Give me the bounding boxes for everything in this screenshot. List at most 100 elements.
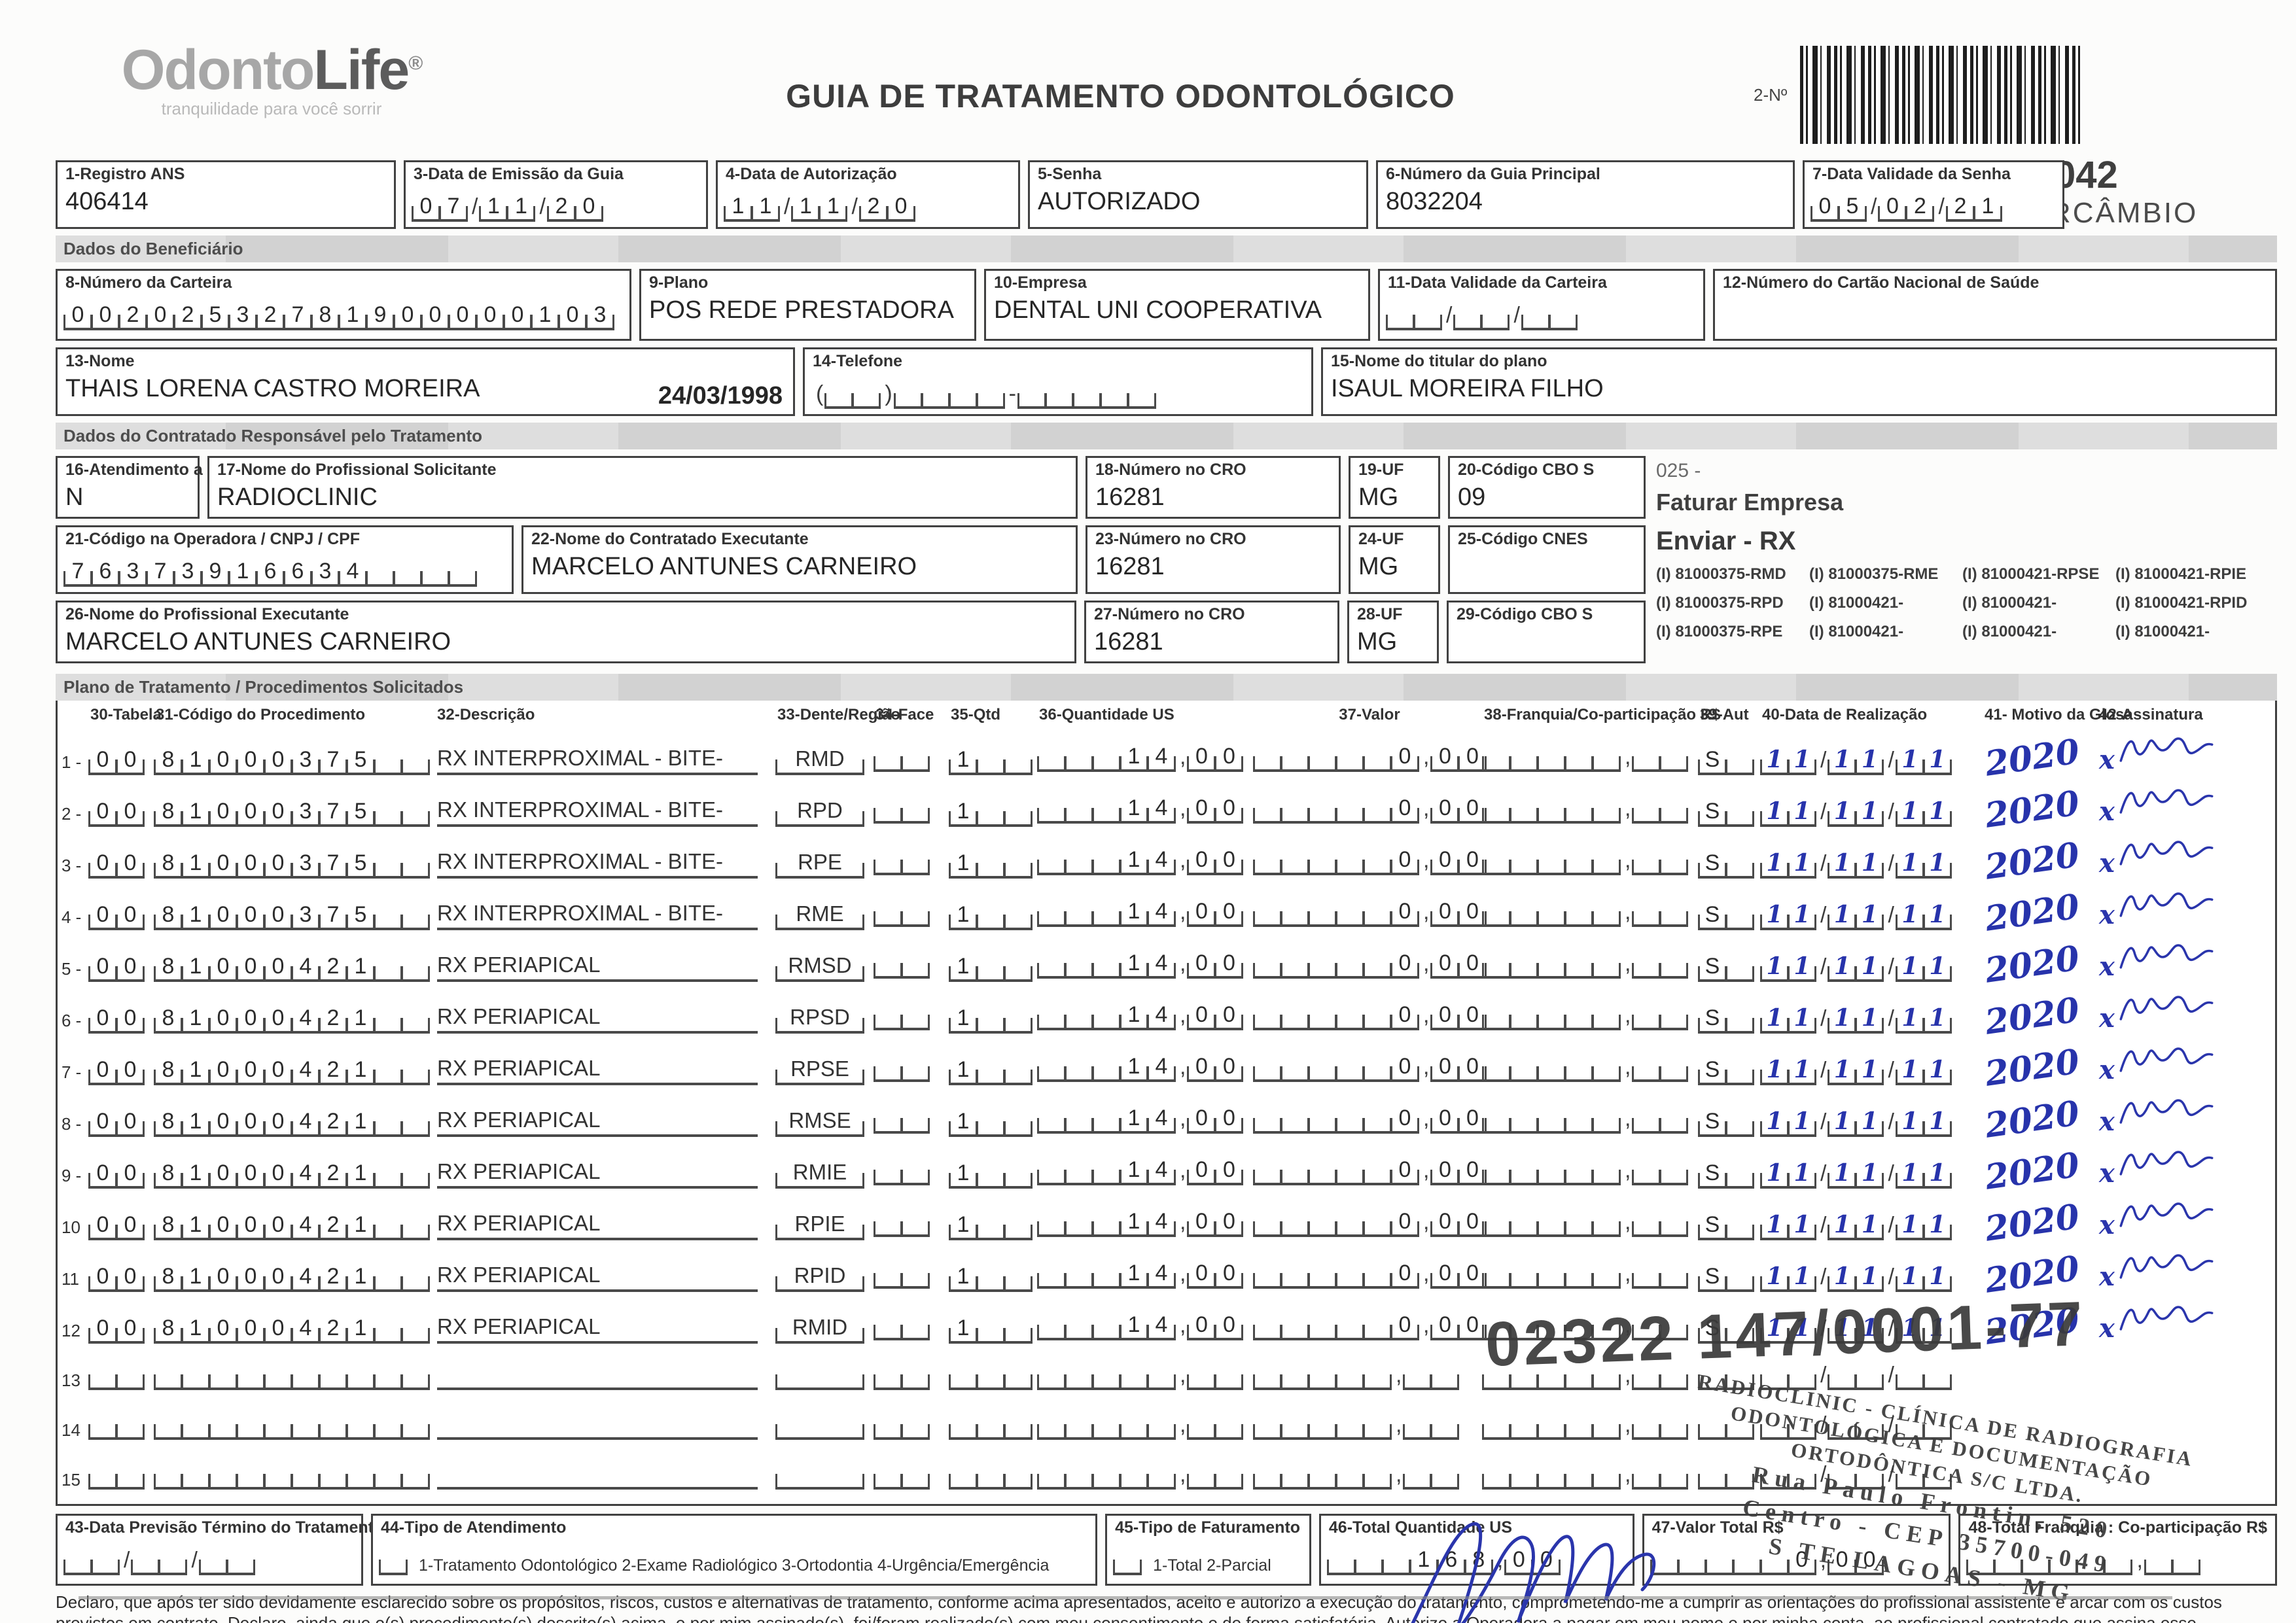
comb-cell: [1592, 1206, 1621, 1237]
comb-separator: ,: [1625, 951, 1631, 976]
comb-cell: 1: [1855, 847, 1884, 879]
comb-cell: 1: [1828, 1261, 1857, 1292]
comb-cell: [1725, 1106, 1754, 1137]
comb-separator: ,: [1423, 1055, 1430, 1079]
comb-cell: [1788, 1359, 1816, 1390]
rx-code: (I) 81000421-RPSE: [1962, 565, 2100, 583]
comb-separator: /: [1888, 1265, 1894, 1289]
comb-cell: 4: [1147, 947, 1176, 979]
comb-cell: [1065, 1309, 1093, 1340]
aut-value: S: [1698, 1002, 1755, 1034]
row-number: 7 -: [62, 1062, 82, 1082]
comb-cell: [1510, 844, 1538, 875]
comb-cell: [319, 1458, 347, 1490]
comb-cell: 1: [1828, 744, 1857, 775]
comb-cell: 1: [1120, 1257, 1148, 1289]
field-label: 8-Número da Carteira: [65, 273, 232, 292]
comb-cell: [1037, 1154, 1066, 1185]
comb-cell: 0: [1458, 1206, 1487, 1237]
comb-cell: [901, 999, 930, 1030]
comb-cell: 5: [346, 795, 375, 827]
comb-cell: [1335, 1408, 1364, 1440]
comb-cell: [1725, 1312, 1754, 1344]
comb-cell: 0: [1430, 947, 1460, 979]
comb-separator: ,: [1180, 796, 1186, 821]
comb-cell: 1: [1120, 1154, 1148, 1185]
comb-cell: 6: [256, 555, 285, 587]
comb-cell: 0: [91, 299, 120, 330]
comb-cell: 0: [448, 299, 477, 330]
franquia-value: ,: [1482, 1359, 1689, 1390]
comb-cell: 0: [88, 951, 117, 982]
comb-cell: 0: [209, 744, 238, 775]
qtd-value: [949, 1408, 1033, 1440]
comb-cell: 1: [1760, 1261, 1789, 1292]
comb-cell: [1308, 947, 1337, 979]
comb-cell: [181, 1359, 210, 1390]
comb-cell: [374, 1261, 402, 1292]
comb-cell: [1659, 999, 1689, 1030]
comb-cell: 1: [1120, 947, 1148, 979]
comb-cell: 3: [291, 847, 320, 879]
comb-separator: /: [1888, 1006, 1894, 1031]
comb-cell: [1092, 1359, 1121, 1390]
comb-separator: /: [191, 1548, 198, 1573]
comb-cell: [181, 1408, 210, 1440]
comb-cell: 0: [209, 1002, 238, 1034]
comb-cell: 1: [1895, 899, 1924, 930]
comb-cell: 0: [236, 1312, 265, 1344]
comb-cell: 0: [1214, 1206, 1244, 1237]
comb-cell: [1564, 999, 1593, 1030]
signature-icon: [2119, 1306, 2214, 1331]
comb-cell: [1280, 844, 1309, 875]
comb-cell: 0: [236, 1002, 265, 1034]
comb-cell: 1: [1760, 795, 1789, 827]
comb-cell: 1: [181, 899, 210, 930]
comb-cell: 3: [311, 555, 340, 587]
comb-cell: [401, 1312, 430, 1344]
comb-cell: [1510, 999, 1538, 1030]
comb-cell: [1092, 1408, 1121, 1440]
comb-cell: 1: [1120, 896, 1148, 927]
comb-separator: ,: [1180, 1106, 1186, 1131]
comb-cell: 1: [1922, 1261, 1952, 1292]
comb-cell: [1725, 1002, 1754, 1034]
data-realizacao-value: 1 1/1 1/1 1: [1760, 1106, 1952, 1137]
comb-cell: 1: [346, 1261, 375, 1292]
comb-cell: [346, 1359, 375, 1390]
field-cro-solicitante: 18-Número no CRO 16281: [1086, 456, 1341, 519]
comb-cell: [1335, 1257, 1364, 1289]
comb-cell: [1564, 844, 1593, 875]
rx-code: (I) 81000421-: [1962, 594, 2057, 612]
comb-cell: [1308, 1206, 1337, 1237]
comb-cell: 1: [1895, 1106, 1924, 1137]
comb-cell: 1: [1855, 1054, 1884, 1085]
comb-cell: 0: [236, 1261, 265, 1292]
valor-value: ,: [1253, 1359, 1460, 1390]
comb-cell: [1592, 1408, 1621, 1440]
comb-cell: [1004, 1106, 1033, 1137]
comb-separator: ,: [1423, 899, 1430, 924]
codigo-procedimento-value: [154, 1408, 431, 1440]
comb-cell: [1280, 1408, 1309, 1440]
franquia-value: ,: [1482, 999, 1689, 1030]
face-value: [874, 844, 930, 875]
comb-cell: [1510, 1206, 1538, 1237]
comb-cell: 0: [209, 1312, 238, 1344]
comb-cell: [1004, 1261, 1033, 1292]
comb-cell: 1: [1855, 795, 1884, 827]
face-value: [874, 792, 930, 824]
comb-cell: [1065, 1102, 1093, 1134]
comb-cell: 1: [1922, 1209, 1952, 1240]
signature-icon: [2119, 737, 2214, 762]
comb-cell: [1659, 1206, 1689, 1237]
comb-cell: [874, 1359, 902, 1390]
comb-cell: [1548, 299, 1578, 330]
comb-cell: 1: [1922, 1002, 1952, 1034]
comb-cell: [1214, 1359, 1244, 1390]
comb-cell: 0: [1214, 844, 1244, 875]
comb-separator: ,: [1625, 1261, 1631, 1286]
